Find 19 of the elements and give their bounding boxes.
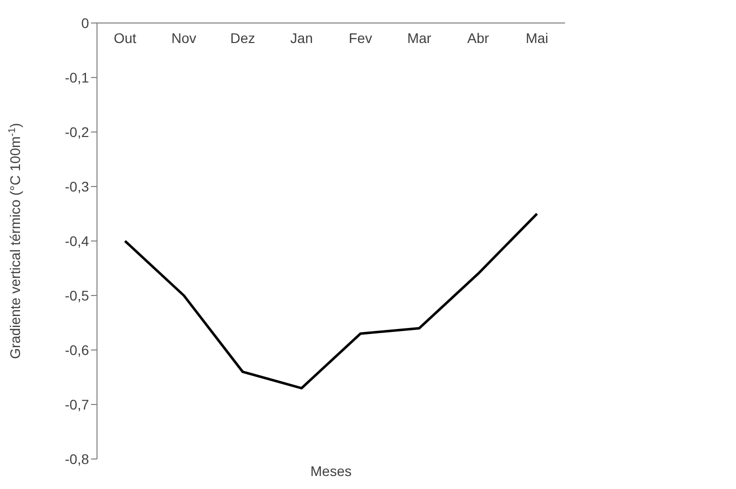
y-tick-label: 0 bbox=[81, 14, 90, 31]
y-tick-label: -0,5 bbox=[64, 287, 90, 304]
x-tick-label: Out bbox=[114, 30, 136, 46]
x-tick-label: Nov bbox=[171, 30, 196, 46]
x-tick-label: Mar bbox=[407, 30, 432, 46]
y-tick-label: -0,1 bbox=[64, 69, 90, 86]
y-tick-label: -0,3 bbox=[64, 178, 90, 194]
x-tick-label: Abr bbox=[467, 30, 490, 46]
y-tick-label: -0,4 bbox=[64, 232, 90, 249]
y-tick-label: -0,8 bbox=[64, 450, 90, 467]
x-tick-label: Dez bbox=[230, 30, 256, 46]
line-series bbox=[124, 212, 538, 390]
y-tick-label: -0,7 bbox=[64, 396, 90, 412]
x-tick-label: Jan bbox=[290, 30, 313, 46]
x-tick-label: Fev bbox=[348, 30, 372, 46]
y-tick-label: -0,2 bbox=[64, 124, 90, 140]
x-tick-label: Mai bbox=[526, 30, 548, 46]
y-tick-label: -0,6 bbox=[64, 342, 90, 358]
x-axis-title: Meses bbox=[309, 463, 353, 479]
